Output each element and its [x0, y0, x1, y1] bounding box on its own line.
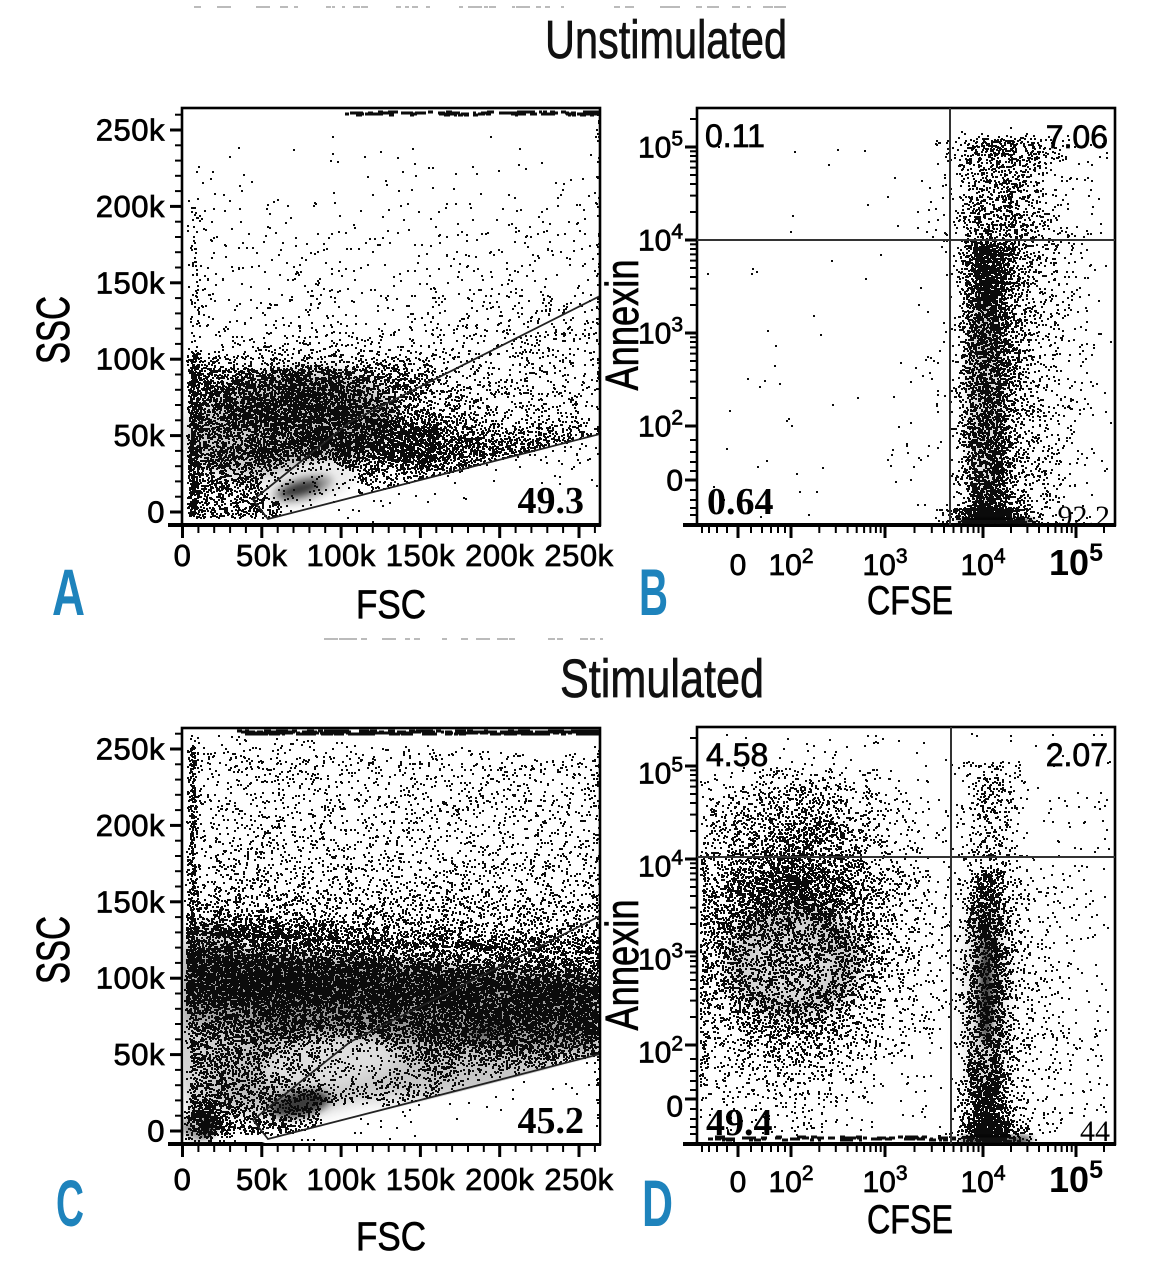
svg-text:44: 44 — [1080, 1115, 1110, 1148]
svg-text:92.2: 92.2 — [1058, 500, 1111, 533]
svg-text:49.3: 49.3 — [518, 480, 585, 522]
svg-text:50k: 50k — [114, 1037, 165, 1072]
svg-text:150k: 150k — [386, 1162, 455, 1197]
svg-text:CFSE: CFSE — [867, 1198, 953, 1242]
svg-text:0: 0 — [666, 465, 683, 498]
svg-text:A: A — [52, 555, 85, 629]
svg-text:50k: 50k — [236, 538, 287, 573]
svg-text:Stimulated: Stimulated — [560, 649, 764, 709]
svg-text:Annexin: Annexin — [596, 260, 648, 391]
svg-text:104: 104 — [638, 221, 683, 258]
svg-text:100k: 100k — [96, 342, 165, 377]
svg-text:Unstimulated: Unstimulated — [545, 10, 787, 70]
svg-text:0.11: 0.11 — [705, 118, 765, 154]
svg-text:CFSE: CFSE — [867, 579, 953, 623]
svg-text:250k: 250k — [544, 1162, 613, 1197]
svg-text:45.2: 45.2 — [518, 1100, 585, 1142]
svg-text:0.64: 0.64 — [707, 481, 774, 523]
svg-text:200k: 200k — [465, 1162, 534, 1197]
svg-text:100k: 100k — [96, 961, 165, 996]
svg-text:200k: 200k — [96, 808, 165, 843]
svg-text:Annexin: Annexin — [596, 900, 648, 1031]
svg-text:0: 0 — [174, 538, 192, 573]
svg-text:49.4: 49.4 — [706, 1102, 773, 1144]
svg-text:0: 0 — [174, 1162, 192, 1197]
svg-text:SSC: SSC — [27, 296, 79, 364]
svg-text:FSC: FSC — [356, 583, 426, 627]
svg-text:0: 0 — [730, 1166, 747, 1199]
svg-text:104: 104 — [960, 545, 1005, 582]
svg-text:250k: 250k — [544, 538, 613, 573]
svg-text:7.06: 7.06 — [1046, 119, 1108, 155]
svg-text:50k: 50k — [114, 418, 165, 453]
svg-text:B: B — [639, 555, 668, 629]
svg-text:100k: 100k — [306, 1162, 375, 1197]
svg-text:C: C — [56, 1166, 84, 1240]
svg-text:200k: 200k — [96, 189, 165, 224]
svg-text:4.58: 4.58 — [706, 737, 768, 773]
svg-text:150k: 150k — [96, 265, 165, 300]
svg-text:FSC: FSC — [356, 1215, 426, 1259]
svg-text:0: 0 — [147, 1114, 165, 1149]
svg-text:100k: 100k — [306, 538, 375, 573]
svg-text:2.07: 2.07 — [1046, 737, 1108, 773]
svg-text:150k: 150k — [96, 884, 165, 919]
svg-text:200k: 200k — [465, 538, 534, 573]
svg-text:0: 0 — [147, 495, 165, 530]
svg-text:50k: 50k — [236, 1162, 287, 1197]
svg-text:D: D — [642, 1166, 673, 1240]
svg-text:250k: 250k — [96, 113, 165, 148]
svg-text:250k: 250k — [96, 732, 165, 767]
svg-text:0: 0 — [666, 1091, 683, 1124]
svg-text:0: 0 — [730, 549, 747, 582]
svg-text:150k: 150k — [386, 538, 455, 573]
svg-text:SSC: SSC — [27, 916, 79, 984]
